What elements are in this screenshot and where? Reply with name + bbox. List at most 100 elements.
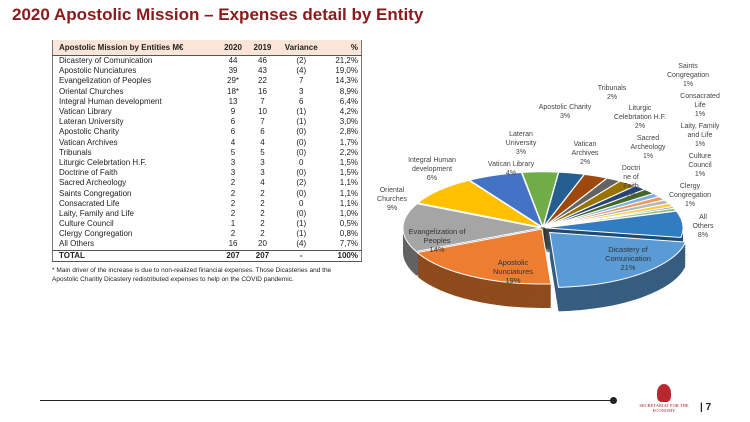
pie-label-name: Tribunals bbox=[597, 85, 627, 92]
cell-2019: 3 bbox=[260, 168, 265, 178]
table-row: Vatican Archives 4 4 (0) 1,7% bbox=[53, 138, 362, 148]
table-header: Apostolic Mission by Entities M€ 2020 20… bbox=[52, 40, 362, 56]
pie-label-name: Culture Council bbox=[688, 153, 712, 169]
cell-variance: (0) bbox=[296, 208, 307, 218]
table-row: Lateran University 6 7 (1) 3,0% bbox=[53, 117, 362, 127]
cell-variance: (0) bbox=[296, 137, 307, 147]
pie-label-percent: 2% bbox=[606, 94, 618, 101]
cell-2020: 2 bbox=[230, 208, 236, 218]
cell-2019: 3 bbox=[260, 157, 265, 167]
cell-percent: 1,5% bbox=[339, 157, 358, 167]
table-row: Tribunals 5 5 (0) 2,2% bbox=[53, 148, 362, 158]
header-percent: % bbox=[325, 40, 362, 56]
cell-percent: 2,2% bbox=[339, 147, 358, 157]
table-row: Doctrine of Faith 3 3 (0) 1,5% bbox=[53, 168, 362, 178]
secretariat-logo: SECRETARIAT FOR THE ECONOMY bbox=[634, 384, 694, 413]
cell-entity: Laity, Family and Life bbox=[59, 208, 134, 218]
pie-label: Liturgic Celebrtation H.F. 2% bbox=[614, 104, 666, 131]
cell-2020: 13 bbox=[228, 96, 238, 106]
table-row: Saints Congregation 2 2 (0) 1,1% bbox=[53, 188, 362, 198]
pie-label-name: Apostolic Nunciatures bbox=[492, 258, 534, 276]
cell-2020: 44 bbox=[228, 56, 238, 66]
cell-percent: 100% bbox=[325, 249, 362, 262]
pie-label: Integral Human development 6% bbox=[408, 156, 456, 183]
table-row: Oriental Churches 18* 16 3 8,9% bbox=[53, 87, 362, 97]
cell-entity: Dicastery of Comunication bbox=[59, 56, 153, 66]
pie-label-percent: 1% bbox=[682, 81, 694, 88]
cell-entity: Lateran University bbox=[59, 117, 124, 127]
pie-label-percent: 1% bbox=[642, 153, 654, 160]
footer-dot bbox=[610, 397, 617, 404]
pie-label-name: Vatican Library bbox=[487, 161, 535, 168]
cell-entity: Clergy Congregation bbox=[59, 229, 133, 239]
cell-percent: 1,5% bbox=[339, 168, 358, 178]
table-row: Laity, Family and Life 2 2 (0) 1,0% bbox=[53, 209, 362, 219]
cell-percent: 1,7% bbox=[339, 137, 358, 147]
cell-percent: 0,8% bbox=[339, 229, 358, 239]
cell-2020: 207 bbox=[218, 249, 248, 262]
cell-entity: Culture Council bbox=[59, 219, 114, 229]
pie-label: Vatican Archives 2% bbox=[572, 140, 599, 167]
pie-label-percent: 1% bbox=[684, 201, 696, 208]
pie-label-percent: 8% bbox=[697, 232, 709, 239]
pie-label-percent: 2% bbox=[634, 123, 646, 130]
cell-2020: 5 bbox=[230, 147, 236, 157]
slide-title: 2020 Apostolic Mission – Expenses detail… bbox=[12, 5, 424, 24]
pie-slice bbox=[416, 228, 552, 285]
pie-label-percent: 1% bbox=[694, 111, 706, 118]
cell-2020: 4 bbox=[230, 137, 236, 147]
pie-label: Dicastery of Comunication 21% bbox=[605, 245, 651, 272]
header-2020: 2020 bbox=[218, 40, 248, 56]
pie-label-name: Integral Human development bbox=[408, 157, 456, 173]
cell-2020: 6 bbox=[230, 117, 236, 127]
cell-percent: 1,1% bbox=[339, 198, 358, 208]
cell-2020: 1 bbox=[230, 219, 236, 229]
pie-label-name: Laity, Family and Life bbox=[680, 123, 720, 139]
pie-slice bbox=[416, 179, 542, 228]
pie-label: Oriental Churches 9% bbox=[377, 186, 407, 213]
pie-label-name: Clergy Congregation bbox=[668, 183, 712, 199]
cell-variance: 0 bbox=[299, 157, 304, 167]
footer-line bbox=[40, 400, 612, 401]
cell-entity: TOTAL bbox=[52, 249, 219, 262]
pie-label-name: Evangelization of Peoples bbox=[408, 227, 466, 245]
logo-text: SECRETARIAT FOR THE ECONOMY bbox=[639, 403, 689, 413]
pie-label: Doctri ne of Faith 1% bbox=[622, 164, 640, 200]
pie-label: Clergy Congregation 1% bbox=[669, 182, 711, 209]
cell-entity: Integral Human development bbox=[59, 96, 162, 106]
cell-variance: (2) bbox=[296, 56, 307, 66]
pie-label-name: Apostolic Charity bbox=[538, 104, 592, 111]
pie-label-name: Doctri ne of Faith bbox=[621, 165, 641, 190]
cell-2020: 2 bbox=[230, 229, 236, 239]
pie-label-percent: 3% bbox=[559, 113, 571, 120]
cell-variance: 7 bbox=[299, 76, 304, 86]
header-variance: Variance bbox=[277, 40, 326, 56]
cell-variance: (1) bbox=[296, 117, 307, 127]
cell-2019: 5 bbox=[260, 147, 265, 157]
pie-label-name: Dicastery of Comunication bbox=[605, 245, 651, 263]
cell-percent: 19,0% bbox=[335, 66, 358, 76]
cell-2019: 7 bbox=[260, 117, 265, 127]
cell-variance: (1) bbox=[296, 107, 307, 117]
table-row: Vatican Library 9 10 (1) 4,2% bbox=[53, 107, 362, 117]
cell-2019: 2 bbox=[260, 219, 265, 229]
table-row: Culture Council 1 2 (1) 0,5% bbox=[53, 219, 362, 229]
cell-2019: 43 bbox=[258, 66, 267, 76]
cell-percent: 14,3% bbox=[335, 76, 358, 86]
table-row: Clergy Congregation 2 2 (1) 0,8% bbox=[53, 229, 362, 239]
pie-label: Consacrated Life 1% bbox=[680, 92, 720, 119]
pie-label: Saints Congregation 1% bbox=[667, 62, 709, 89]
pie-label: Laity, Family and Life 1% bbox=[681, 122, 720, 149]
table-row: Evangelization of Peoples 29* 22 7 14,3% bbox=[53, 76, 362, 86]
pie-label: Culture Council 1% bbox=[688, 152, 711, 179]
pie-label-percent: 4% bbox=[505, 170, 517, 177]
cell-entity: Vatican Archives bbox=[59, 137, 118, 147]
cell-2019: 2 bbox=[260, 198, 265, 208]
cell-variance: (2) bbox=[296, 178, 307, 188]
cell-variance: (0) bbox=[296, 147, 307, 157]
table-row: Apostolic Nunciatures 39 43 (4) 19,0% bbox=[53, 66, 362, 76]
cell-entity: Vatican Library bbox=[59, 107, 112, 117]
papal-crest-icon bbox=[657, 384, 671, 402]
pie-label-percent: 2% bbox=[579, 159, 591, 166]
